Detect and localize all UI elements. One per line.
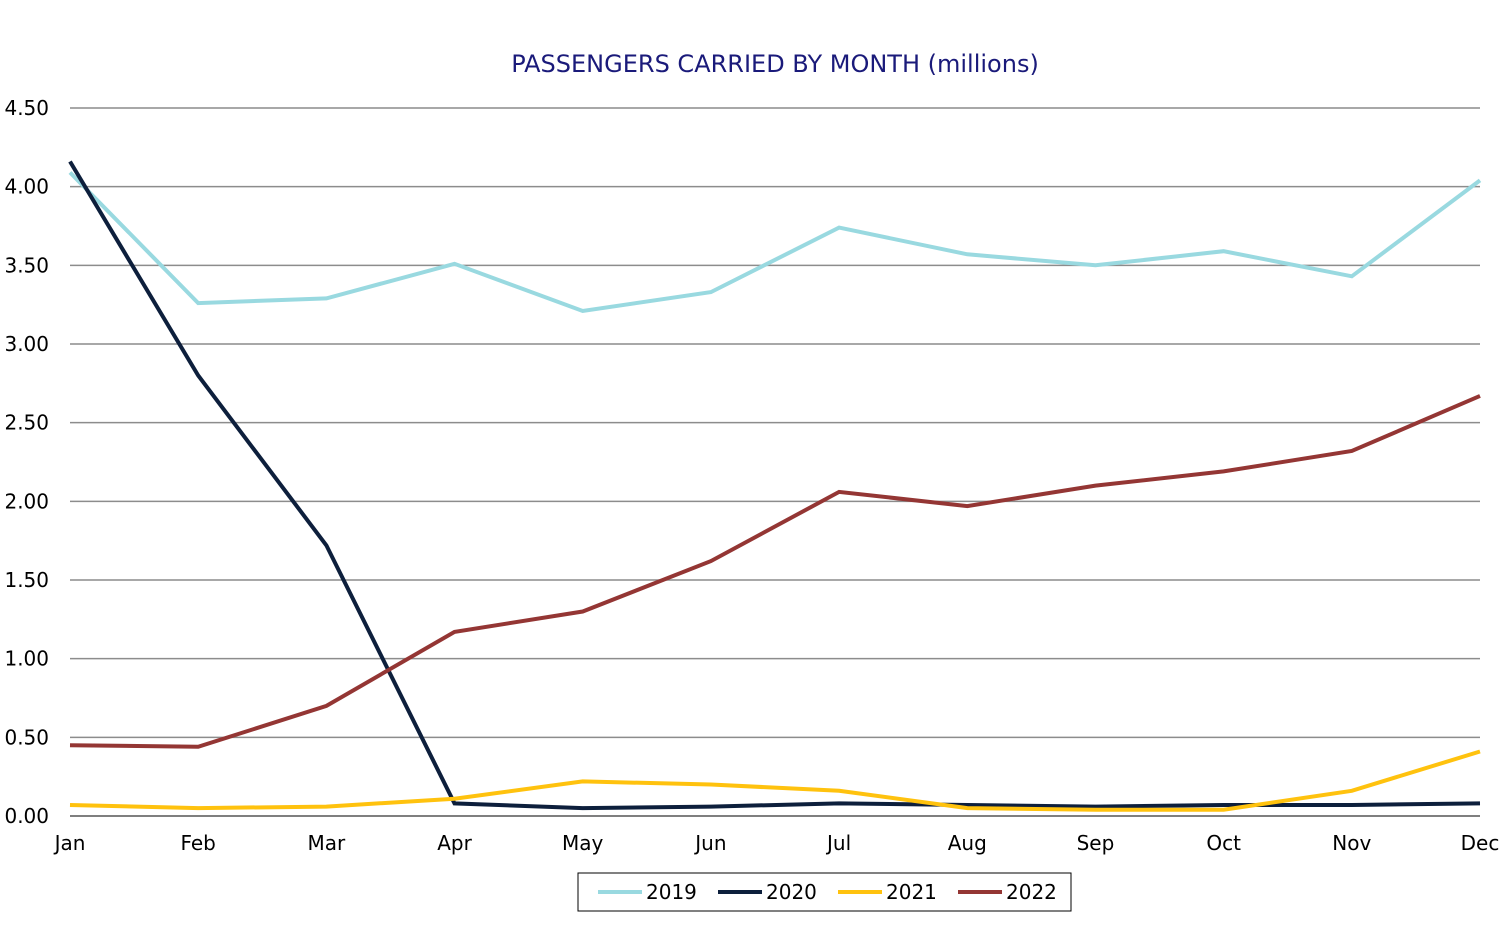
x-tick-label: Mar (307, 831, 346, 855)
legend-label-2019: 2019 (646, 880, 697, 904)
x-tick-label: Apr (437, 831, 472, 855)
y-tick-label: 2.50 (4, 411, 49, 435)
legend-label-2021: 2021 (886, 880, 937, 904)
y-tick-label: 3.00 (4, 332, 49, 356)
series-line-2021 (69, 749, 1481, 812)
y-tick-label: 0.00 (4, 804, 49, 828)
y-tick-label: 4.00 (4, 175, 49, 199)
series-line-2019 (68, 171, 1482, 314)
y-tick-label: 2.00 (4, 489, 49, 513)
y-tick-label: 1.00 (4, 647, 49, 671)
y-tick-label: 1.50 (4, 568, 49, 592)
y-tick-label: 0.50 (4, 725, 49, 749)
x-tick-label: Sep (1077, 831, 1115, 855)
x-tick-label: Jan (53, 831, 86, 855)
y-axis-ticks: 0.00 0.50 1.00 1.50 2.00 2.50 3.00 3.50 4.00 4.50 (4, 96, 49, 828)
series-line-2022 (69, 394, 1481, 749)
gridlines (70, 107, 1480, 817)
x-tick-label: Jun (693, 831, 726, 855)
x-axis-ticks: Jan Feb Mar Apr May Jun Jul Aug Sep Oct Nov Dec (53, 831, 1500, 855)
x-tick-label: May (562, 831, 604, 855)
x-tick-label: Aug (948, 831, 987, 855)
legend-label-2022: 2022 (1006, 880, 1057, 904)
x-tick-label: Feb (180, 831, 215, 855)
y-tick-label: 4.50 (4, 96, 49, 120)
x-tick-label: Dec (1461, 831, 1500, 855)
x-tick-label: Oct (1206, 831, 1241, 855)
legend: 2019 2020 2021 2022 (577, 872, 1072, 912)
x-tick-label: Nov (1332, 831, 1371, 855)
x-tick-label: Jul (825, 831, 851, 855)
chart-title: PASSENGERS CARRIED BY MONTH (millions) (511, 50, 1039, 78)
y-tick-label: 3.50 (4, 253, 49, 277)
legend-label-2020: 2020 (766, 880, 817, 904)
series-lines (68, 160, 1482, 812)
